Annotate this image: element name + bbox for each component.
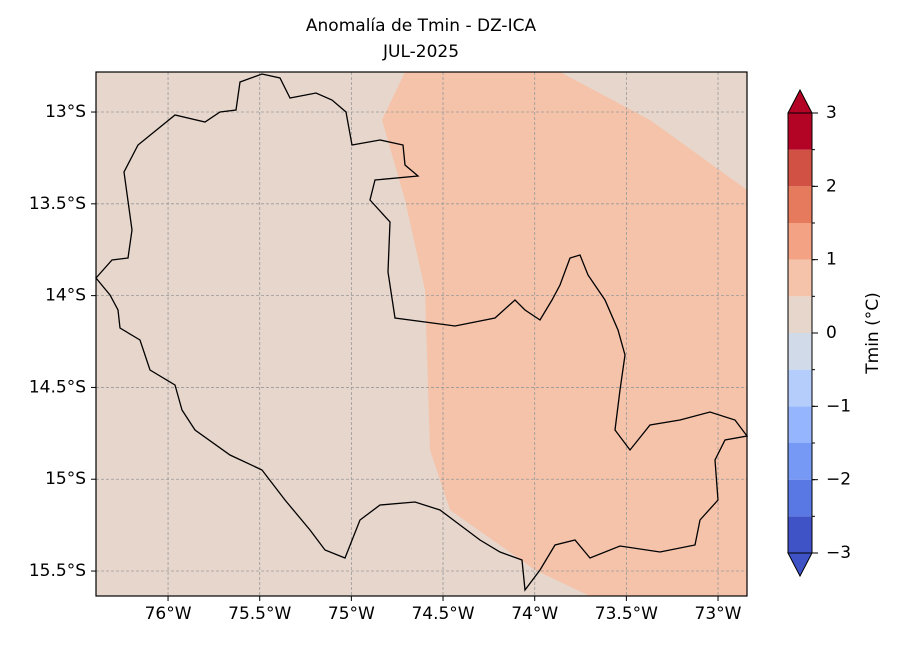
y-tick-label: 13.5°S [29, 194, 86, 214]
x-tick-label: 73°W [695, 604, 742, 624]
colorbar-extend-high [787, 88, 813, 114]
grid [96, 72, 747, 596]
colorbar-tick-label: −3 [826, 543, 851, 563]
colorbar-bin [788, 406, 812, 443]
map [95, 71, 749, 597]
colorbar-tick-label: 3 [826, 103, 837, 123]
region-boundary [95, 73, 749, 592]
map-frame [95, 71, 748, 597]
colorbar-bin [788, 443, 812, 480]
colorbar-bin [788, 369, 812, 407]
colorbar-bin [788, 296, 812, 333]
x-tick-label: 76°W [145, 604, 192, 624]
chart-subtitle: JUL-2025 [382, 42, 459, 62]
colorbar-bin [788, 516, 812, 553]
y-tick-label: 15°S [45, 469, 86, 489]
colorbar-bin [788, 479, 812, 517]
x-tick-label: 75°W [328, 604, 375, 624]
x-tick-label: 75.5°W [228, 604, 291, 624]
colorbar-label: Tmin (°C) [863, 292, 883, 374]
colorbar-bin [788, 149, 812, 187]
y-tick-label: 13°S [45, 102, 86, 122]
x-tick-label: 73.5°W [595, 604, 658, 624]
colorbar-bin [788, 259, 812, 297]
colorbar-tick-label: −1 [826, 396, 851, 416]
x-tick-label: 74.5°W [411, 604, 474, 624]
chart-title: Anomalía de Tmin - DZ-ICA [306, 16, 537, 36]
colorbar-bin [788, 223, 812, 260]
colorbar-bin [788, 113, 812, 150]
colorbar-tick-label: 0 [826, 323, 837, 343]
colorbar: −3 −2 −1 0 1 2 3 Tmin (°C) [787, 88, 883, 578]
colorbar-tick-label: 2 [826, 176, 837, 196]
colorbar-bin [788, 333, 812, 370]
colorbar-extend-low [787, 552, 813, 578]
colorbar-tick-label: 1 [826, 250, 837, 270]
y-tick-label: 14°S [45, 286, 86, 306]
anomaly-field [382, 72, 747, 596]
x-tick-label: 74°W [511, 604, 558, 624]
colorbar-bin [788, 186, 812, 223]
colorbar-tick-label: −2 [826, 470, 851, 490]
y-tick-label: 15.5°S [29, 561, 86, 581]
y-tick-label: 14.5°S [29, 377, 86, 397]
